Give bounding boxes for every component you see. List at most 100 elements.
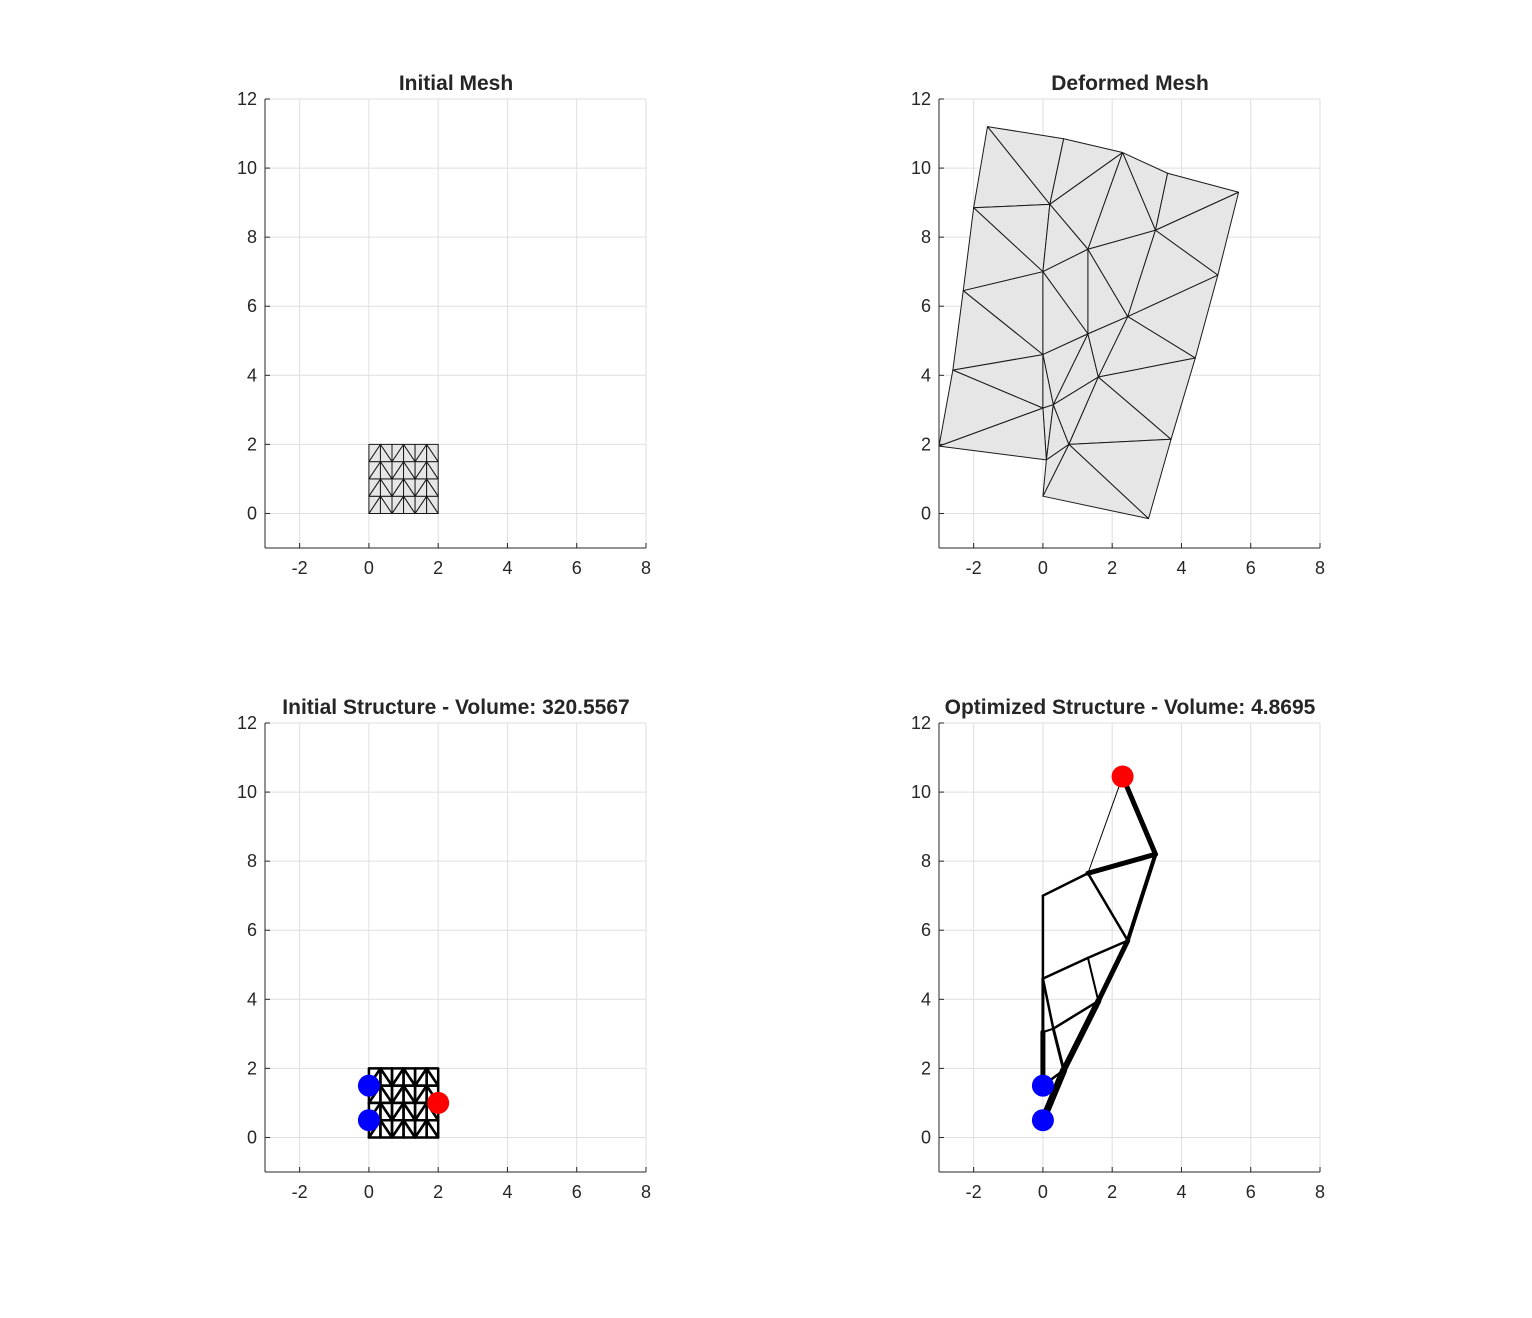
truss-member bbox=[390, 1084, 405, 1105]
x-tick-label: 8 bbox=[641, 1182, 651, 1202]
x-tick-label: 0 bbox=[1038, 558, 1048, 578]
y-tick-label: 12 bbox=[911, 713, 931, 733]
y-tick-label: 8 bbox=[921, 227, 931, 247]
y-tick-label: 6 bbox=[247, 296, 257, 316]
y-tick-label: 4 bbox=[921, 365, 931, 385]
x-tick-label: 4 bbox=[502, 558, 512, 578]
truss-member bbox=[390, 1101, 405, 1122]
truss-member bbox=[413, 1101, 428, 1122]
mesh-element bbox=[391, 443, 405, 463]
title-initial-structure: Initial Structure - Volume: 320.5567 bbox=[282, 696, 629, 719]
support-node-marker bbox=[357, 1109, 380, 1132]
x-tick-label: 6 bbox=[572, 558, 582, 578]
truss-member bbox=[1051, 1027, 1066, 1072]
x-tick-label: -2 bbox=[966, 1182, 982, 1202]
y-tick-label: 10 bbox=[237, 782, 257, 802]
y-tick-label: 2 bbox=[247, 434, 257, 454]
support-node-marker bbox=[357, 1074, 380, 1097]
truss-member bbox=[425, 1118, 440, 1139]
y-tick-label: 12 bbox=[237, 89, 257, 109]
truss-member bbox=[379, 1067, 394, 1087]
truss-member bbox=[1125, 852, 1158, 943]
truss-member bbox=[413, 1084, 428, 1105]
y-tick-label: 0 bbox=[921, 1127, 931, 1147]
truss-member bbox=[1041, 977, 1055, 1030]
plot-area: -2 0 2 4 6 8 0 2 4 6 8 10 12 bbox=[237, 89, 651, 578]
plot-area: -2 0 2 4 6 8 0 2 4 6 8 10 12 bbox=[911, 89, 1325, 578]
x-tick-label: 6 bbox=[1246, 558, 1256, 578]
truss-member bbox=[402, 1118, 417, 1139]
truss-member bbox=[379, 1101, 394, 1122]
y-tick-label: 10 bbox=[911, 158, 931, 178]
truss-member bbox=[1041, 956, 1090, 980]
y-tick-label: 6 bbox=[921, 296, 931, 316]
mesh-element bbox=[938, 407, 1047, 461]
title-deformed-mesh: Deformed Mesh bbox=[1051, 72, 1209, 95]
mesh-element bbox=[1097, 357, 1196, 440]
x-tick-label: 8 bbox=[641, 558, 651, 578]
x-tick-label: 4 bbox=[502, 1182, 512, 1202]
x-tick-label: -2 bbox=[292, 558, 308, 578]
truss-member bbox=[1087, 776, 1124, 874]
truss-member bbox=[1085, 851, 1158, 876]
x-tick-label: 4 bbox=[1176, 558, 1186, 578]
y-tick-label: 12 bbox=[911, 89, 931, 109]
mesh-element bbox=[368, 443, 381, 463]
x-tick-label: 2 bbox=[1107, 558, 1117, 578]
x-tick-label: -2 bbox=[292, 1182, 308, 1202]
axes-initial-structure: -2 0 2 4 6 8 0 2 4 6 8 10 12 Initial Structure - Vol… bbox=[237, 696, 651, 1202]
truss-member bbox=[379, 1084, 394, 1105]
truss-member bbox=[1095, 938, 1131, 1004]
truss-member bbox=[1041, 871, 1090, 897]
x-tick-label: 4 bbox=[1176, 1182, 1186, 1202]
x-tick-label: 6 bbox=[572, 1182, 582, 1202]
truss-member bbox=[402, 1084, 417, 1105]
plot-area: -2 0 2 4 6 8 0 2 4 6 8 10 12 bbox=[911, 713, 1325, 1202]
y-tick-label: 4 bbox=[247, 365, 257, 385]
truss-member bbox=[379, 1118, 394, 1139]
y-tick-label: 12 bbox=[237, 713, 257, 733]
truss-member bbox=[413, 1067, 428, 1087]
y-tick-label: 6 bbox=[247, 920, 257, 940]
y-tick-label: 0 bbox=[247, 503, 257, 523]
y-tick-label: 10 bbox=[911, 782, 931, 802]
axes-optimized-structure: -2 0 2 4 6 8 0 2 4 6 8 10 12 Optimized Structure - V… bbox=[911, 696, 1325, 1202]
y-tick-label: 0 bbox=[921, 503, 931, 523]
y-tick-label: 6 bbox=[921, 920, 931, 940]
mesh-element bbox=[414, 443, 428, 463]
x-tick-label: 6 bbox=[1246, 1182, 1256, 1202]
y-tick-label: 2 bbox=[921, 434, 931, 454]
x-tick-label: 8 bbox=[1315, 1182, 1325, 1202]
y-tick-label: 8 bbox=[247, 227, 257, 247]
truss-member bbox=[425, 1067, 440, 1087]
y-tick-label: 0 bbox=[247, 1127, 257, 1147]
load-node-marker bbox=[1111, 765, 1134, 788]
truss-member bbox=[1086, 939, 1130, 960]
truss-member bbox=[402, 1067, 417, 1087]
x-tick-label: 2 bbox=[1107, 1182, 1117, 1202]
load-node-marker bbox=[427, 1091, 450, 1114]
truss-member bbox=[413, 1118, 428, 1139]
mesh-element bbox=[426, 443, 439, 463]
y-tick-label: 10 bbox=[237, 158, 257, 178]
x-tick-label: 0 bbox=[364, 558, 374, 578]
truss-member bbox=[1052, 999, 1100, 1030]
truss-member bbox=[1060, 998, 1102, 1074]
truss-member bbox=[1120, 774, 1158, 857]
truss-member bbox=[402, 1101, 417, 1122]
axes-initial-mesh: -2 0 2 4 6 8 0 2 4 6 8 10 12 Initial Mesh bbox=[237, 72, 651, 578]
x-tick-label: 8 bbox=[1315, 558, 1325, 578]
support-node-marker bbox=[1031, 1074, 1054, 1097]
truss-member bbox=[1086, 956, 1100, 1003]
y-tick-label: 8 bbox=[921, 851, 931, 871]
x-tick-label: 2 bbox=[433, 1182, 443, 1202]
y-tick-label: 4 bbox=[247, 989, 257, 1009]
support-node-marker bbox=[1031, 1109, 1054, 1132]
plot-area: -2 0 2 4 6 8 0 2 4 6 8 10 12 bbox=[237, 713, 651, 1202]
y-tick-label: 4 bbox=[921, 989, 931, 1009]
y-tick-label: 2 bbox=[921, 1058, 931, 1078]
truss-member bbox=[390, 1118, 405, 1139]
axes-deformed-mesh: -2 0 2 4 6 8 0 2 4 6 8 10 12 Deformed Mesh bbox=[911, 72, 1325, 578]
y-tick-label: 8 bbox=[247, 851, 257, 871]
